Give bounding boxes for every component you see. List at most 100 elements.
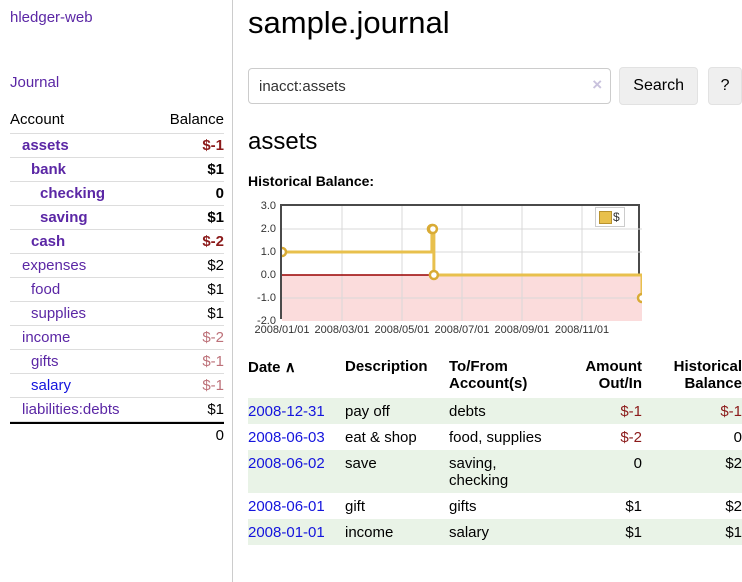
help-button[interactable]: ? (708, 67, 742, 105)
transaction-date-link[interactable]: 2008-01-01 (248, 524, 325, 541)
account-balance: 0 (153, 182, 224, 206)
account-link[interactable]: expenses (22, 257, 87, 274)
register-description-cell: eat & shop (345, 429, 417, 446)
account-link[interactable]: bank (31, 161, 67, 178)
register-description-cell: income (345, 524, 394, 541)
page-title: sample.journal (248, 5, 450, 40)
account-link[interactable]: income (22, 329, 71, 346)
account-link[interactable]: gifts (31, 353, 59, 370)
account-link[interactable]: salary (31, 377, 72, 394)
sort-ascending-icon: ∧ (284, 359, 296, 376)
chart-title: Historical Balance: (248, 173, 375, 189)
legend-swatch (599, 210, 612, 224)
search-input[interactable] (248, 68, 612, 104)
account-balance: $-1 (153, 134, 224, 158)
register-accounts-cell: food, supplies (449, 429, 542, 446)
register-row: 2008-06-03 eat & shop food, supplies $-2 0 (248, 424, 742, 450)
register-balance-cell: $2 (725, 455, 742, 472)
register-date-cell: 2008-01-01 (248, 519, 345, 545)
register-header-accounts: To/From Account(s) (449, 358, 528, 392)
y-axis-tick-label: 0.0 (260, 268, 276, 281)
register-header-description: Description (345, 358, 428, 375)
y-axis-tick-label: -1.0 (257, 291, 276, 304)
account-balance: $-2 (153, 326, 224, 350)
register-header-amount: Amount Out/In (585, 358, 642, 392)
account-link[interactable]: assets (22, 137, 69, 154)
account-row: cash $-2 (10, 230, 224, 254)
accounts-total-row: 0 (10, 422, 224, 447)
register-amount-cell: $-2 (620, 429, 642, 446)
account-row: liabilities:debts $1 (10, 398, 224, 422)
register-balance-cell: 0 (733, 429, 742, 446)
account-heading: assets (248, 128, 318, 155)
register-header-balance: Historical Balance (673, 358, 742, 392)
y-axis-tick-label: 2.0 (260, 222, 276, 235)
register-accounts-cell: salary (449, 524, 490, 541)
accounts-header-balance: Balance (153, 108, 224, 134)
accounts-header-row: Account Balance (10, 108, 224, 134)
register-header-date-label: Date (248, 359, 281, 376)
account-row: bank $1 (10, 158, 224, 182)
register-balance-cell: $2 (725, 498, 742, 515)
accounts-total-spacer (10, 422, 154, 447)
register-row: 2008-12-31 pay off debts $-1 $-1 (248, 398, 742, 424)
account-row: income $-2 (10, 326, 224, 350)
x-axis-tick-label: 2008/01/01 (254, 324, 310, 336)
account-row: checking 0 (10, 182, 224, 206)
x-axis-tick-label: 2008/03/01 (314, 324, 370, 336)
register-row: 2008-06-02 save saving, checking 0 $2 (248, 450, 742, 493)
account-balance: $-1 (153, 350, 224, 374)
register-date-cell: 2008-06-02 (248, 450, 345, 493)
account-balance: $1 (153, 398, 224, 422)
register-amount-cell: $-1 (620, 403, 642, 420)
register-row: 2008-01-01 income salary $1 $1 (248, 519, 742, 545)
account-link[interactable]: saving (40, 209, 88, 226)
legend-label: $ (613, 210, 620, 224)
search-button[interactable]: Search (619, 67, 699, 105)
x-axis-tick-label: 2008/11/01 (554, 324, 610, 336)
account-balance: $1 (153, 278, 224, 302)
account-row: saving $1 (10, 206, 224, 230)
x-axis-tick-label: 2008/09/01 (494, 324, 550, 336)
x-axis-tick-label: 2008/05/01 (374, 324, 430, 336)
accounts-table: Account Balance assets $-1 bank $1 checking 0… (10, 108, 224, 447)
account-row: supplies $1 (10, 302, 224, 326)
account-link[interactable]: liabilities:debts (22, 401, 120, 418)
account-link[interactable]: food (31, 281, 61, 298)
register-balance-cell: $1 (725, 524, 742, 541)
sidebar-item-journal[interactable]: Journal (10, 74, 60, 91)
transaction-date-link[interactable]: 2008-06-02 (248, 455, 325, 472)
account-link[interactable]: cash (31, 233, 66, 250)
transaction-date-link[interactable]: 2008-06-03 (248, 429, 325, 446)
account-row: food $1 (10, 278, 224, 302)
chart-legend: $ (595, 207, 625, 227)
app-brand-link[interactable]: hledger-web (10, 9, 93, 26)
register-accounts-cell: debts (449, 403, 486, 420)
accounts-header-account: Account (10, 108, 154, 134)
register-accounts-cell: saving, checking (449, 455, 509, 489)
account-balance: $2 (153, 254, 224, 278)
register-description-cell: gift (345, 498, 366, 515)
y-axis-tick-label: 3.0 (260, 199, 276, 212)
account-link[interactable]: checking (40, 185, 106, 202)
register-table: Date ∧ Description To/From Account(s) Am… (248, 358, 742, 545)
account-row: expenses $2 (10, 254, 224, 278)
accounts-total-value: 0 (153, 422, 224, 447)
search-box: × (248, 68, 612, 104)
search-form: × Search ? (248, 67, 742, 105)
clear-search-icon[interactable]: × (592, 75, 603, 94)
account-row: gifts $-1 (10, 350, 224, 374)
register-amount-cell: $1 (625, 498, 642, 515)
register-header-date[interactable]: Date ∧ (248, 358, 345, 398)
y-axis-tick-label: -2.0 (257, 314, 276, 327)
register-date-cell: 2008-12-31 (248, 398, 345, 424)
register-amount-cell: $1 (625, 524, 642, 541)
transaction-date-link[interactable]: 2008-12-31 (248, 403, 325, 420)
y-axis-tick-label: 1.0 (260, 245, 276, 258)
register-description-cell: pay off (345, 403, 390, 420)
sidebar: hledger-web Journal Account Balance asse… (0, 0, 233, 582)
chart-svg (282, 206, 642, 321)
register-description-cell: save (345, 455, 377, 472)
transaction-date-link[interactable]: 2008-06-01 (248, 498, 325, 515)
account-link[interactable]: supplies (31, 305, 87, 322)
